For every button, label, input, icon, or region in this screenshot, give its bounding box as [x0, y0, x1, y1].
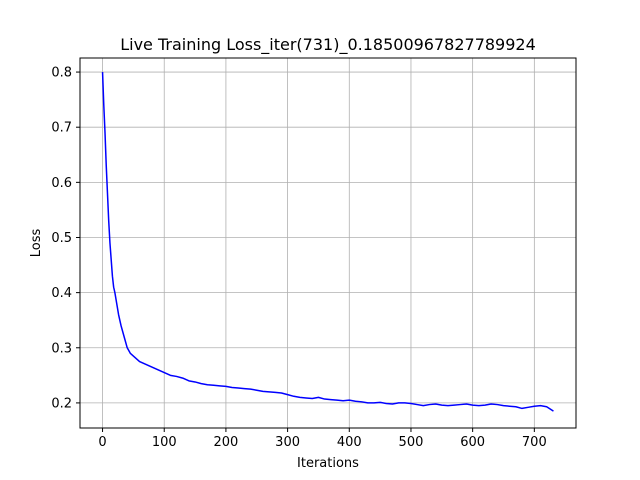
x-tick-label: 200 — [213, 435, 238, 450]
x-tick-label: 700 — [522, 435, 547, 450]
y-axis-ticks: 0.2 0.3 0.4 0.5 0.6 0.7 0.8 — [51, 66, 80, 411]
y-tick-label: 0.2 — [51, 396, 72, 411]
plot-frame — [79, 57, 577, 429]
x-tick-label: 0 — [98, 435, 106, 450]
y-tick-label: 0.7 — [51, 121, 72, 136]
y-tick-label: 0.8 — [51, 66, 72, 81]
y-tick-label: 0.6 — [51, 176, 72, 191]
x-axis-label: Iterations — [297, 456, 359, 471]
x-tick-label: 400 — [337, 435, 362, 450]
y-tick-label: 0.3 — [51, 341, 72, 356]
series-layer — [101, 72, 554, 412]
loss-line — [101, 72, 554, 412]
plot-area — [80, 58, 576, 428]
x-tick-label: 300 — [275, 435, 300, 450]
x-tick-label: 600 — [460, 435, 485, 450]
chart-title: Live Training Loss_iter(731)_0.185009678… — [120, 35, 536, 55]
y-tick-label: 0.5 — [51, 231, 72, 246]
x-tick-label: 500 — [399, 435, 424, 450]
x-axis-ticks: 0 100 200 300 400 500 600 700 — [98, 428, 547, 450]
y-gridlines — [80, 71, 576, 404]
y-axis-label: Loss — [29, 229, 44, 258]
y-tick-label: 0.4 — [51, 286, 72, 301]
x-tick-label: 100 — [152, 435, 177, 450]
x-gridlines — [102, 58, 535, 428]
